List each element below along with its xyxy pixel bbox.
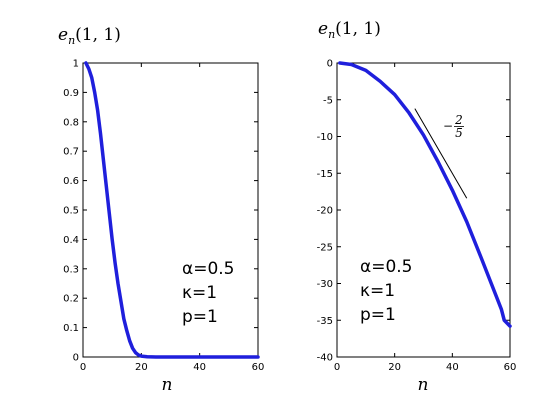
left-xtick-label: 0	[80, 362, 86, 373]
right-title-main: e	[318, 19, 328, 39]
left-ytick-label: 0.6	[63, 176, 79, 187]
left-annotation-0: α=0.5	[182, 259, 235, 279]
left-ytick-label: 0.7	[63, 147, 79, 158]
left-ytick-label: 0.1	[63, 323, 79, 334]
left-ytick-label: 0.8	[63, 117, 79, 128]
left-annotation-2: p=1	[182, 307, 218, 327]
left-annotation-1: κ=1	[182, 283, 217, 303]
left-title-main: e	[58, 25, 68, 45]
right-xtick-label: 40	[446, 362, 459, 373]
left-ytick-label: 0	[73, 353, 79, 364]
left-ytick-label: 0.9	[63, 88, 79, 99]
left-title-rest: (1, 1)	[75, 25, 121, 45]
right-chart: en(1, 1) 0 20 40 600-5-10-15-20-25-30-35-40…	[317, 19, 517, 395]
right-annotation-2: p=1	[360, 305, 396, 325]
left-ytick-label: 0.5	[63, 206, 79, 217]
right-ytick-label: 0	[327, 59, 333, 70]
right-title-rest: (1, 1)	[335, 19, 381, 39]
slope-label-minus: −	[443, 119, 453, 133]
left-xtick-label: 40	[193, 362, 206, 373]
right-ytick-label: -15	[317, 169, 333, 180]
left-ytick-label: 0.3	[63, 264, 79, 275]
right-ytick-label: -25	[317, 242, 333, 253]
left-xtick-label: 60	[252, 362, 265, 373]
right-ytick-label: -20	[317, 206, 333, 217]
right-ytick-label: -35	[317, 316, 333, 327]
left-xlabel: n	[162, 375, 173, 395]
left-chart: en(1, 1) 0 20 40 6000.10.20.30.40.50.60.70.…	[58, 25, 264, 395]
right-series-line	[338, 61, 512, 328]
left-chart-title: en(1, 1)	[58, 25, 121, 47]
right-chart-title: en(1, 1)	[318, 19, 381, 41]
right-xlabel: n	[418, 375, 429, 395]
right-annotation-1: κ=1	[360, 281, 395, 301]
left-ytick-label: 0.2	[63, 294, 79, 305]
right-xtick-label: 60	[504, 362, 517, 373]
left-series-line	[84, 61, 260, 359]
right-ytick-label: -40	[317, 353, 333, 364]
right-annotation-0: α=0.5	[360, 257, 413, 277]
right-title-sub: n	[328, 28, 335, 41]
right-ytick-label: -30	[317, 279, 333, 290]
left-ytick-label: 0.4	[63, 235, 79, 246]
slope-reference-line	[414, 108, 468, 199]
right-xtick-label: 20	[388, 362, 401, 373]
right-xtick-label: 0	[334, 362, 340, 373]
slope-label-denominator: 5	[455, 126, 463, 140]
left-xtick-label: 20	[135, 362, 148, 373]
slope-label-numerator: 2	[454, 113, 463, 127]
right-ytick-label: -5	[323, 95, 333, 106]
left-ytick-label: 1	[73, 59, 79, 70]
right-ytick-label: -10	[317, 132, 333, 143]
left-title-sub: n	[68, 34, 75, 47]
